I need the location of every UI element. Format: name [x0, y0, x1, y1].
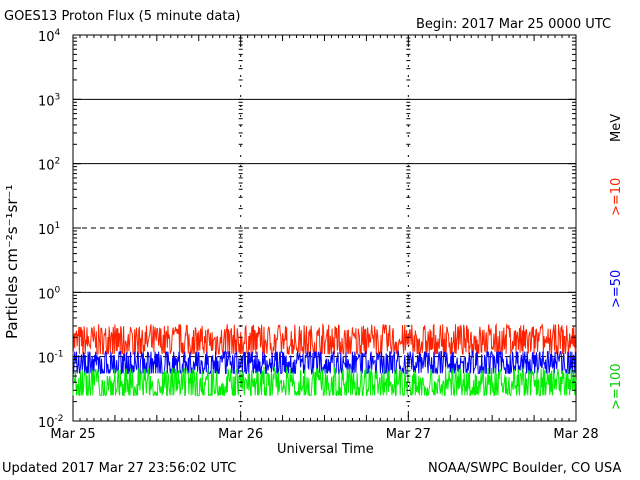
legend-gte50: >=50	[609, 269, 624, 308]
series-line-0	[72, 322, 577, 356]
y-tick-label: 10-2	[38, 414, 64, 431]
y-tick-label: 102	[38, 157, 60, 174]
legend-gte10: >=10	[609, 177, 624, 216]
legend-gte100: >=100	[609, 363, 624, 410]
ticks	[72, 35, 577, 422]
y-tick-label: 103	[38, 92, 60, 109]
y-tick-label: 101	[38, 221, 60, 238]
x-tick-label: Mar 25	[50, 427, 95, 442]
x-axis-label: Universal Time	[277, 442, 374, 457]
y-axis-label: Particles cm⁻²s⁻¹sr⁻¹	[3, 184, 21, 339]
chart-title: GOES13 Proton Flux (5 minute data)	[4, 9, 241, 24]
x-tick-label: Mar 28	[553, 427, 598, 442]
x-tick-label: Mar 27	[386, 427, 431, 442]
updated-timestamp: Updated 2017 Mar 27 23:56:02 UTC	[2, 461, 237, 476]
y-tick-label: 10-1	[38, 350, 64, 367]
series-layer	[72, 322, 577, 398]
series-line-1	[73, 349, 577, 376]
series-line-2	[72, 366, 577, 398]
begin-time: Begin: 2017 Mar 25 0000 UTC	[416, 17, 612, 32]
grid	[73, 35, 576, 421]
y-tick-label: 104	[38, 28, 61, 45]
y-tick-label: 100	[38, 285, 61, 302]
legend-unit: MeV	[609, 113, 624, 142]
credit-text: NOAA/SWPC Boulder, CO USA	[428, 461, 622, 476]
x-tick-label: Mar 26	[218, 427, 263, 442]
